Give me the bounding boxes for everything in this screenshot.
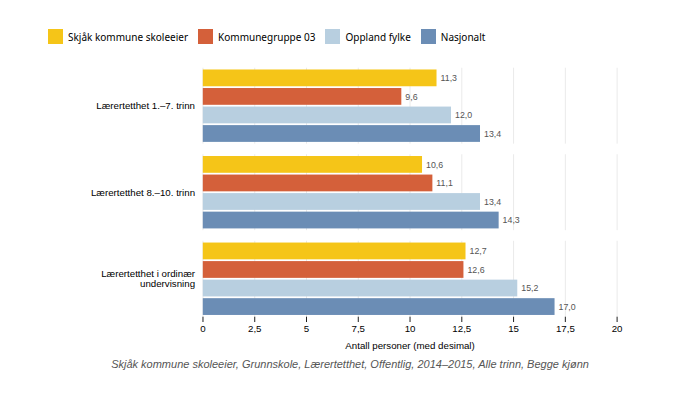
html-text:Oppland fylke: Oppland fylke — [345, 29, 411, 44]
svg-text:11,1: 11,1 — [436, 178, 453, 188]
html-text:Skjåk kommune skoleeier: Skjåk kommune skoleeier — [68, 29, 188, 44]
svg-text:10: 10 — [405, 323, 416, 334]
html-text:Skjåk kommune skoleeier, Grunn: Skjåk kommune skoleeier, Grunnskole, Lær… — [111, 358, 589, 371]
svg-text:2,5: 2,5 — [248, 323, 261, 334]
svg-text:20: 20 — [612, 323, 623, 334]
html-text:Nasjonalt: Nasjonalt — [440, 29, 486, 44]
svg-text:0: 0 — [200, 323, 206, 334]
svg-text:Lærertetthet 8.–10. trinn: Lærertetthet 8.–10. trinn — [91, 187, 195, 198]
svg-text:17,5: 17,5 — [556, 323, 575, 334]
svg-text:Antall personer (med desimal): Antall personer (med desimal) — [345, 340, 474, 351]
svg-text:Lærertetthet i ordinærundervis: Lærertetthet i ordinærundervisning — [101, 268, 196, 289]
svg-text:10,6: 10,6 — [426, 160, 443, 170]
svg-text:5: 5 — [304, 323, 309, 334]
svg-text:12,5: 12,5 — [452, 323, 471, 334]
svg-text:9,6: 9,6 — [405, 92, 417, 102]
svg-text:12,7: 12,7 — [469, 246, 486, 256]
svg-text:13,4: 13,4 — [484, 129, 501, 139]
svg-text:14,3: 14,3 — [503, 215, 520, 225]
svg-text:Lærertetthet 1.–7. trinn: Lærertetthet 1.–7. trinn — [96, 100, 195, 111]
svg-text:7,5: 7,5 — [352, 323, 366, 334]
svg-text:15,2: 15,2 — [521, 283, 538, 293]
svg-text:13,4: 13,4 — [484, 197, 501, 207]
html-text:Kommunegruppe 03: Kommunegruppe 03 — [218, 29, 316, 44]
svg-text:15: 15 — [508, 323, 519, 334]
svg-text:12,6: 12,6 — [467, 265, 484, 275]
svg-text:17,0: 17,0 — [559, 302, 576, 312]
svg-text:12,0: 12,0 — [455, 110, 472, 120]
svg-text:11,3: 11,3 — [440, 73, 457, 83]
